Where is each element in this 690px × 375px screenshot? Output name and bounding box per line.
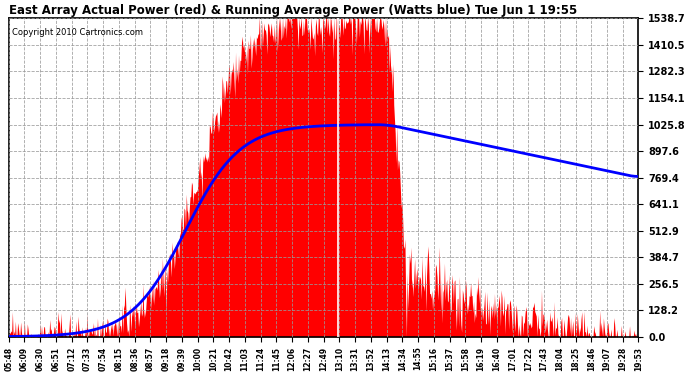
Text: East Array Actual Power (red) & Running Average Power (Watts blue) Tue Jun 1 19:: East Array Actual Power (red) & Running …: [9, 4, 577, 17]
Text: Copyright 2010 Cartronics.com: Copyright 2010 Cartronics.com: [12, 28, 143, 37]
